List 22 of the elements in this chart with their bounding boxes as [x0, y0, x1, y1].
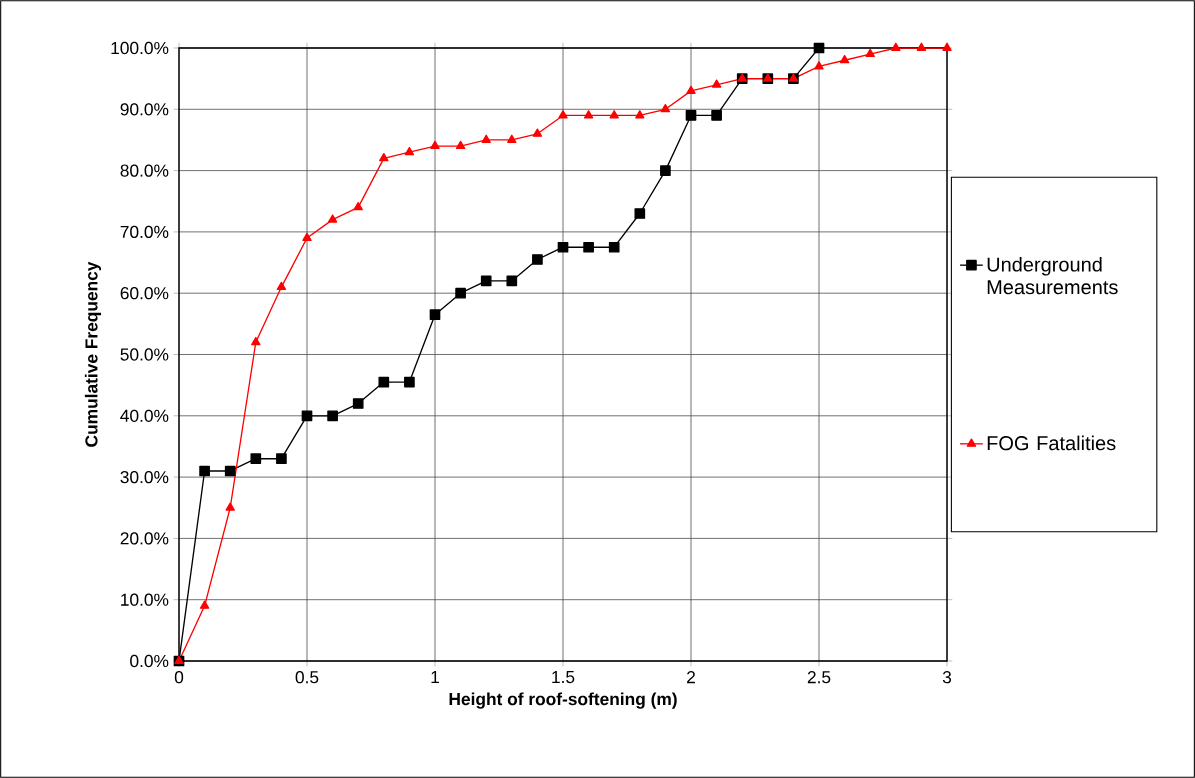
x-tick-label: 0	[174, 671, 184, 684]
x-tick-label: 2.5	[807, 671, 831, 684]
x-tick-label: 2	[687, 671, 695, 684]
y-tick-label: 40.0%	[120, 409, 169, 422]
x-tick-label: 1	[431, 671, 439, 683]
x-axis-title: Height of roof-softening (m)	[449, 692, 677, 709]
legend-label: FOG Fatalities	[987, 435, 1116, 451]
y-tick-label: 90.0%	[120, 103, 169, 116]
y-tick-label: 80.0%	[120, 164, 169, 177]
y-tick-label: 20.0%	[120, 532, 169, 545]
y-axis-title: Cumulative Frequency	[84, 261, 102, 447]
y-tick-label: 70.0%	[120, 225, 169, 239]
x-tick-label: 0.5	[295, 671, 319, 684]
y-tick-label: 30.0%	[120, 470, 169, 484]
y-tick-label: 10.0%	[121, 593, 169, 606]
y-tick-label: 50.0%	[120, 348, 169, 361]
y-tick-label: 0.0%	[130, 654, 169, 668]
y-tick-label: 100.0%	[111, 41, 169, 55]
y-tick-label: 60.0%	[120, 287, 169, 300]
x-tick-label: 3	[942, 671, 952, 684]
x-tick-label: 1.5	[552, 671, 575, 684]
legend-label: Underground Measurements	[987, 256, 1118, 295]
